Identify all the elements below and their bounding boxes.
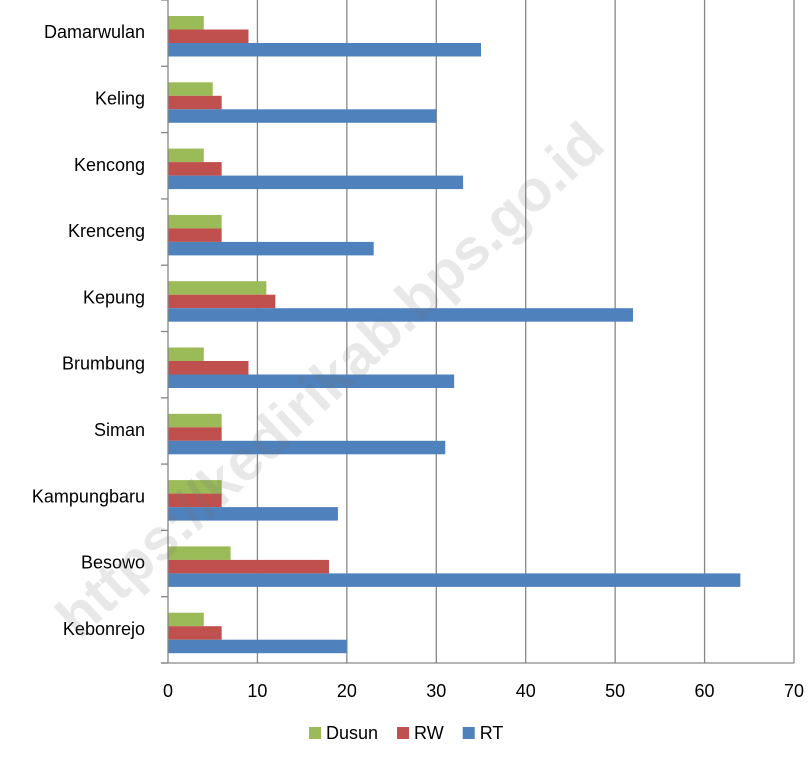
bar-rt-krenceng bbox=[168, 241, 374, 256]
bar-dusun-krenceng bbox=[168, 214, 222, 229]
axes bbox=[161, 0, 794, 664]
y-tick-label: Brumbung bbox=[62, 354, 145, 374]
bar-rt-brumbung bbox=[168, 374, 455, 388]
y-tick-label: Krenceng bbox=[68, 221, 145, 241]
x-tick-label: 10 bbox=[247, 681, 267, 701]
bar-rt-kepung bbox=[168, 308, 634, 322]
bar-rt-keling bbox=[168, 109, 437, 123]
y-tick-label: Kampungbaru bbox=[32, 486, 145, 506]
legend-swatch bbox=[309, 727, 321, 739]
bar-rw-damarwulan bbox=[168, 29, 249, 43]
legend-label: Dusun bbox=[326, 723, 378, 743]
y-tick-label: Kepung bbox=[83, 287, 145, 307]
bar-rw-kepung bbox=[168, 294, 276, 309]
bar-rw-siman bbox=[168, 427, 222, 441]
x-tick-label: 50 bbox=[605, 681, 625, 701]
bar-rt-kampungbaru bbox=[168, 507, 338, 521]
legend: Dusun RW RT bbox=[309, 723, 503, 743]
bar-dusun-kencong bbox=[168, 148, 204, 163]
bar-dusun-kebonrejo bbox=[168, 612, 204, 627]
bar-dusun-siman bbox=[168, 413, 222, 428]
bar-dusun-kepung bbox=[168, 281, 267, 295]
bar-rw-kebonrejo bbox=[168, 626, 222, 640]
bar-rt-siman bbox=[168, 440, 446, 455]
x-tick-label: 40 bbox=[516, 681, 536, 701]
bar-rt-besowo bbox=[168, 573, 741, 587]
bars bbox=[168, 16, 741, 654]
x-tick-label: 70 bbox=[784, 681, 804, 701]
legend-swatch bbox=[462, 727, 475, 739]
bar-dusun-besowo bbox=[168, 546, 231, 560]
bar-dusun-damarwulan bbox=[168, 16, 204, 30]
y-tick-label: Kebonrejo bbox=[63, 619, 145, 639]
legend-label: RT bbox=[480, 723, 504, 743]
bar-rt-damarwulan bbox=[168, 43, 481, 57]
y-tick-label: Kencong bbox=[74, 155, 145, 175]
y-tick-label: Keling bbox=[95, 88, 145, 108]
legend-item-rw: RW bbox=[397, 723, 444, 743]
legend-label: RW bbox=[414, 723, 444, 743]
bar-rt-kebonrejo bbox=[168, 639, 347, 654]
bar-dusun-brumbung bbox=[168, 347, 204, 361]
y-tick-label: Siman bbox=[94, 420, 145, 440]
x-tick-label: 20 bbox=[337, 681, 357, 701]
x-tick-label: 30 bbox=[426, 681, 446, 701]
bar-rw-keling bbox=[168, 95, 222, 110]
legend-item-dusun: Dusun bbox=[309, 723, 378, 743]
bar-rw-brumbung bbox=[168, 361, 249, 375]
grid-lines bbox=[256, 0, 795, 663]
bar-dusun-kampungbaru bbox=[168, 480, 222, 494]
x-tick-label: 0 bbox=[163, 681, 173, 701]
bar-dusun-keling bbox=[168, 82, 213, 96]
bar-rw-krenceng bbox=[168, 228, 222, 242]
y-tick-label: Besowo bbox=[81, 553, 145, 573]
y-tick-label: Damarwulan bbox=[44, 22, 145, 42]
bar-rw-kencong bbox=[168, 162, 222, 176]
legend-swatch bbox=[397, 727, 410, 739]
x-tick-label: 60 bbox=[695, 681, 715, 701]
bar-rw-kampungbaru bbox=[168, 493, 222, 508]
bar-rt-kencong bbox=[168, 175, 464, 190]
bar-rw-besowo bbox=[168, 559, 329, 574]
legend-item-rt: RT bbox=[462, 723, 504, 743]
tick-labels: Damarwulan Keling Kencong Krenceng Kepung Bru… bbox=[32, 22, 804, 701]
